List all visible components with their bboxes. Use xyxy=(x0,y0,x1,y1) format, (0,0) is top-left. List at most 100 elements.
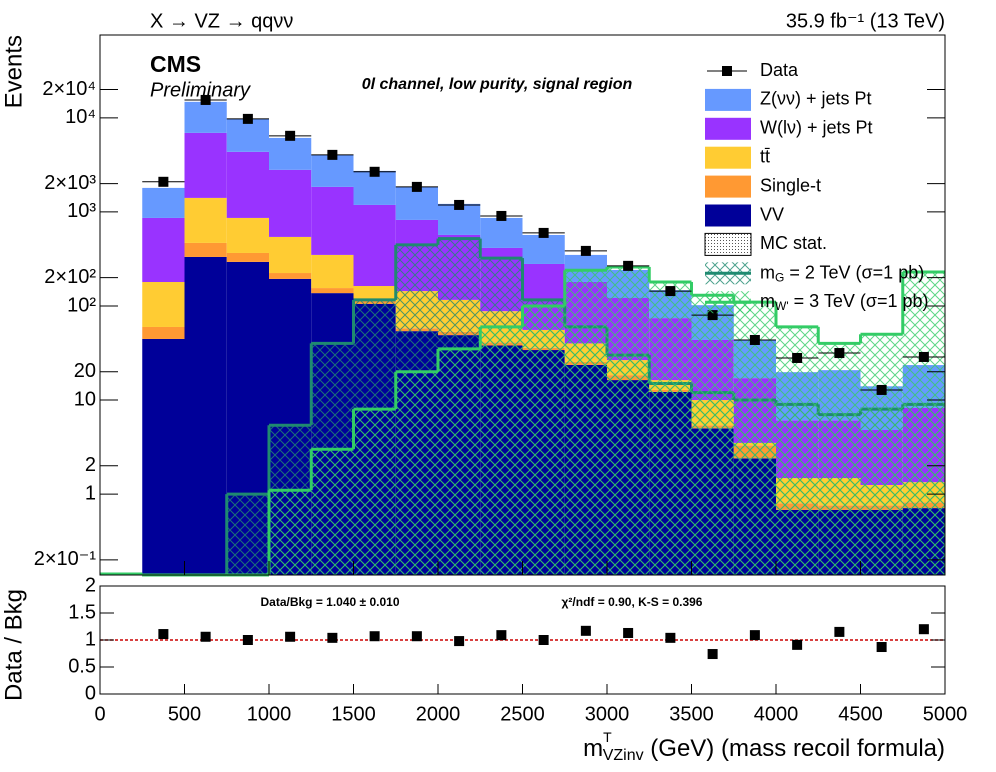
data-point xyxy=(623,260,634,271)
legend-label: Z(νν) + jets Pt xyxy=(760,89,872,109)
ratio-annotation: Data/Bkg = 1.040 ± 0.010 xyxy=(260,595,399,609)
legend-label: mW' = 3 TeV (σ=1 pb) xyxy=(760,291,929,313)
data-point xyxy=(411,181,422,192)
ratio-point xyxy=(749,630,760,641)
x-axis-label-part: T xyxy=(603,729,612,745)
y-tick-label: 1.5 xyxy=(68,601,96,623)
y-tick-label: 2×10³ xyxy=(44,172,96,194)
ratio-point xyxy=(242,635,253,645)
stack-segment xyxy=(311,186,354,255)
ratio-point xyxy=(834,626,845,637)
x-axis-label-part: VZinv xyxy=(603,747,644,764)
data-point xyxy=(200,94,211,105)
status-label: Preliminary xyxy=(150,79,251,101)
y-tick-label: 0 xyxy=(85,682,96,704)
x-tick-label: 4000 xyxy=(754,703,799,725)
legend-label: tt̄ xyxy=(760,146,770,166)
stack-segment xyxy=(142,282,185,327)
stack-segment xyxy=(226,252,269,262)
y-tick-label: 2×10⁻¹ xyxy=(34,548,97,570)
signal-hatch xyxy=(649,281,692,575)
legend-label: VV xyxy=(760,204,784,224)
y-tick-label: 2×10⁴ xyxy=(42,78,96,100)
stack-segment xyxy=(142,338,185,575)
signal-hatch xyxy=(480,326,523,575)
signal-hatch xyxy=(395,371,438,575)
x-axis-label-part: m xyxy=(583,735,603,762)
stack-segment xyxy=(142,326,185,339)
x-tick-label: 2500 xyxy=(500,703,545,725)
legend-swatch xyxy=(705,146,751,169)
stack-segment xyxy=(353,204,396,287)
ratio-point xyxy=(200,631,211,642)
signal-hatch xyxy=(564,270,607,575)
data-point xyxy=(665,286,676,297)
x-tick-label: 4500 xyxy=(838,703,883,725)
stack-segment xyxy=(353,286,396,300)
ratio-point xyxy=(369,631,380,642)
x-tick-label: 3000 xyxy=(585,703,630,725)
stack-segment xyxy=(226,118,269,152)
data-point xyxy=(242,113,253,124)
legend-label: Single-t xyxy=(760,175,821,195)
x-axis-label: mT VZinv (GeV) (mass recoil formula) xyxy=(583,729,945,765)
signal-hatch xyxy=(860,334,903,575)
legend-swatch xyxy=(705,117,751,140)
ratio-point xyxy=(285,631,296,642)
x-tick-label: 5000 xyxy=(923,703,968,725)
stack-segment xyxy=(226,151,269,218)
chart-title: X → VZ → qqνν xyxy=(150,10,293,32)
legend-label: mG = 2 TeV (σ=1 pb) xyxy=(760,262,924,284)
stack-segment xyxy=(184,101,227,133)
data-point xyxy=(538,227,549,238)
ratio-point xyxy=(411,631,422,642)
y-tick-label: 2 xyxy=(85,454,96,476)
signal-hatch xyxy=(776,326,819,575)
x-tick-label: 2000 xyxy=(416,703,461,725)
y-tick-label: 2 xyxy=(85,574,96,596)
signal-hatch xyxy=(902,271,945,575)
stack-segment xyxy=(142,187,185,218)
data-point xyxy=(707,310,718,321)
signal-hatch xyxy=(438,348,481,575)
signal-hatch xyxy=(733,302,776,575)
y-tick-label: 20 xyxy=(74,360,96,382)
ratio-point xyxy=(792,639,803,650)
data-point xyxy=(876,384,887,395)
y-tick-label: 10² xyxy=(67,294,96,316)
ratio-point xyxy=(876,642,887,653)
plot-area xyxy=(100,94,945,577)
legend-swatch xyxy=(705,175,751,198)
data-point xyxy=(327,149,338,160)
data-point xyxy=(749,334,760,345)
stack-segment xyxy=(226,217,269,253)
lumi-label: 35.9 fb⁻¹ (13 TeV) xyxy=(786,10,945,32)
experiment-label: CMS xyxy=(150,51,201,77)
x-tick-label: 1000 xyxy=(247,703,292,725)
signal-hatch xyxy=(607,266,650,575)
data-point xyxy=(369,166,380,177)
ratio-point xyxy=(454,636,465,647)
legend-label: W(lν) + jets Pt xyxy=(760,118,873,138)
y-tick-label: 10 xyxy=(74,388,96,410)
signal-hatch xyxy=(522,305,565,575)
ratio-point xyxy=(158,629,169,640)
stack-segment xyxy=(480,217,523,248)
y-tick-label: 1 xyxy=(85,628,96,650)
x-tick-label: 3500 xyxy=(669,703,714,725)
y-tick-label: 10³ xyxy=(67,200,96,222)
signal-hatch xyxy=(311,449,354,575)
ratio-annotation: χ²/ndf = 0.90, K-S = 0.396 xyxy=(562,595,703,609)
ratio-point xyxy=(496,630,507,641)
stack-segment xyxy=(184,132,227,198)
signal-hatch xyxy=(691,295,734,575)
x-tick-label: 1500 xyxy=(331,703,376,725)
x-tick-label: 0 xyxy=(94,703,105,725)
data-point xyxy=(792,352,803,363)
y-tick-label: 2×10² xyxy=(44,266,96,288)
y-axis-label: Events xyxy=(0,35,27,108)
stack-segment xyxy=(269,137,312,170)
stack-segment xyxy=(395,186,438,220)
stack-segment xyxy=(269,169,312,237)
